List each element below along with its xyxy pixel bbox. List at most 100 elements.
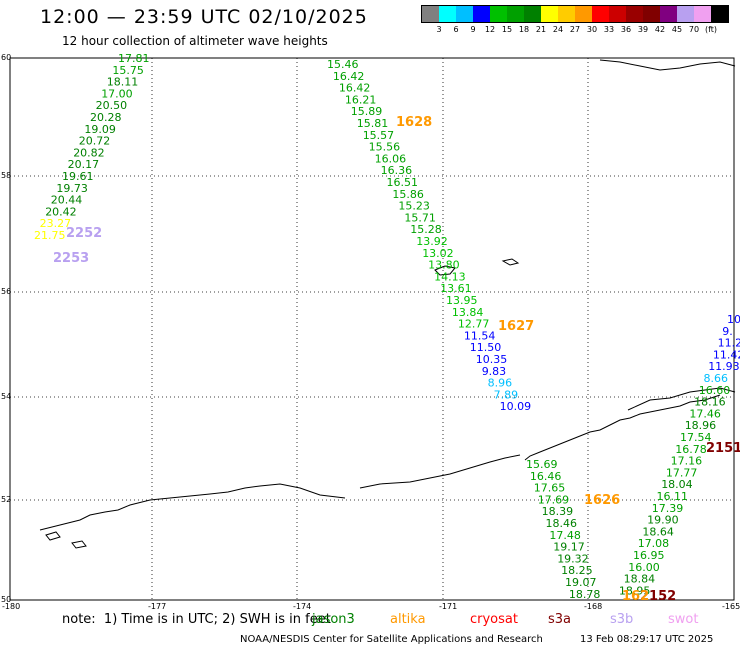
wave-height-value: 16.42 (339, 82, 371, 95)
wave-height-tracks: 17.8115.7518.1117.0020.5020.2819.0920.72… (34, 52, 740, 604)
track-id-label: 1628 (396, 115, 432, 130)
page-title: 12:00 — 23:59 UTC 02/10/2025 (40, 6, 368, 28)
wave-height-value: 13.80 (428, 259, 460, 272)
wave-height-value: 20.17 (68, 158, 100, 171)
wave-height-value: 17.00 (101, 87, 133, 100)
wave-height-value: 9. (722, 325, 733, 338)
wave-height-value: 16.51 (387, 176, 419, 189)
wave-height-value: 16.60 (699, 384, 731, 397)
wave-height-value: 20.28 (90, 111, 122, 124)
track-id-label: 1626 (584, 493, 620, 508)
color-labels: 3 6 9 12 15 18 21 24 27 30 33 36 39 42 45 70 (ft) (421, 23, 740, 37)
wave-height-value: 17.08 (638, 537, 670, 550)
wave-height-value: 16.21 (345, 93, 377, 106)
wave-height-value: 20.42 (45, 205, 76, 218)
wave-height-value: 10.09 (500, 400, 531, 413)
color-label: 9 (470, 25, 476, 34)
color-swatch (541, 6, 558, 22)
color-label: 21 (535, 25, 547, 34)
wave-height-value: 16.42 (333, 70, 365, 83)
color-label: 15 (501, 25, 513, 34)
color-label: 45 (671, 25, 683, 34)
coast-pribilof-2 (501, 258, 520, 266)
color-swatches (421, 5, 729, 23)
longitude-tick-label: -180 (2, 602, 21, 611)
coast-pribilof-1 (434, 265, 456, 276)
latitude-tick-label: 52 (1, 495, 12, 504)
color-label: 3 (436, 25, 442, 34)
wave-height-value: 19.07 (565, 576, 597, 589)
color-swatch (524, 6, 541, 22)
wave-height-value: 20.44 (51, 194, 83, 207)
color-legend: 3 6 9 12 15 18 21 24 27 30 33 36 39 42 45 70 (ft) (421, 5, 740, 37)
wave-height-value: 11.93 (708, 360, 740, 373)
wave-height-value: 17.65 (534, 482, 566, 495)
wave-height-value: 18.64 (642, 525, 674, 538)
color-swatch (439, 6, 456, 22)
wave-height-value: 13.02 (422, 247, 454, 260)
map-frame (9, 57, 735, 601)
wave-height-value: 17.54 (680, 431, 712, 444)
wave-height-value: 11.54 (464, 329, 496, 342)
wave-height-value: 19.17 (553, 541, 585, 554)
latitude-tick-label: 56 (1, 287, 12, 296)
wave-height-value: 15.81 (357, 117, 389, 130)
track-id-label: 1627 (498, 319, 534, 334)
color-swatch (558, 6, 575, 22)
wave-height-value: 18.96 (685, 419, 717, 432)
wave-height-value: 16.06 (375, 152, 407, 165)
longitude-tick-label: -177 (148, 602, 167, 611)
wave-height-value: 13.61 (440, 282, 472, 295)
track-id-label: 2151 (706, 441, 740, 456)
wave-height-value: 16.46 (530, 470, 562, 483)
wave-height-value: 15.89 (351, 105, 383, 118)
coast-aleutians-east (359, 454, 521, 489)
color-swatch (711, 6, 728, 22)
color-label: 18 (518, 25, 530, 34)
wave-height-value: 15.56 (369, 141, 401, 154)
footer-credit: NOAA/NESDIS Center for Satellite Applica… (240, 634, 543, 645)
latitude-tick-label: 60 (1, 53, 12, 62)
wave-height-value: 16.95 (633, 549, 665, 562)
footer-timestamp: 13 Feb 08:29:17 UTC 2025 (580, 634, 714, 645)
track-id-label: 2152 (640, 589, 676, 604)
color-label: 30 (586, 25, 598, 34)
color-label: 24 (552, 25, 564, 34)
wave-height-value: 17.39 (652, 502, 684, 515)
wave-height-value: 8.66 (704, 372, 729, 385)
wave-height-value: 19.32 (557, 552, 589, 565)
color-swatch (609, 6, 626, 22)
longitude-tick-label: -165 (722, 602, 740, 611)
coast-island-w1 (45, 531, 61, 541)
wave-height-value: 18.04 (661, 478, 693, 491)
color-label: 36 (620, 25, 632, 34)
color-swatch (694, 6, 711, 22)
satellite-legend-item: s3b (610, 612, 634, 627)
color-swatch (473, 6, 490, 22)
coastline (39, 59, 736, 549)
coast-island-w2 (71, 540, 87, 549)
wave-height-value: 8.96 (488, 377, 512, 390)
wave-height-value: 18.95 (619, 584, 651, 597)
wave-height-value: 20.82 (73, 146, 105, 159)
color-swatch (626, 6, 643, 22)
wave-height-value: 10.35 (476, 353, 508, 366)
color-label: 27 (569, 25, 581, 34)
wave-height-value: 15.46 (327, 58, 359, 71)
wave-height-value: 18.25 (561, 564, 593, 577)
wave-height-value: 21.75 (34, 229, 66, 242)
longitude-tick-label: -174 (293, 602, 312, 611)
wave-height-value: 11.42 (713, 348, 740, 361)
wave-height-value: 16.36 (381, 164, 413, 177)
wave-height-value: 16.11 (657, 490, 689, 503)
latitude-tick-label: 50 (1, 595, 12, 604)
color-label: 6 (453, 25, 459, 34)
wave-height-value: 18.39 (542, 505, 574, 518)
track-id-label: 162 (622, 589, 649, 604)
wave-height-value: 15.69 (526, 458, 558, 471)
wave-height-value: 18.16 (694, 396, 726, 409)
color-swatch (677, 6, 694, 22)
color-label: 70 (688, 25, 700, 34)
wave-height-value: 16.78 (675, 443, 707, 456)
